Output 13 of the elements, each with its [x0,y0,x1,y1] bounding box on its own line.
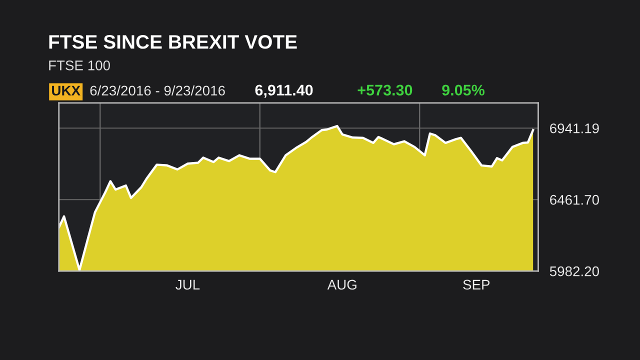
y-tick-label: 6461.70 [550,194,600,205]
x-tick-label: SEP [463,280,490,290]
text: 9.05% [442,84,485,96]
x-tick-label: JUL [176,280,200,290]
text: 6,911.40 [255,84,313,98]
text: +573.30 [358,84,412,96]
text: UKX [52,86,80,96]
chart-subtitle: FTSE 100 [49,60,110,70]
text: 6/23/2016 - 9/23/2016 [90,85,225,96]
y-tick-label: 5982.20 [550,266,600,276]
x-tick-label: AUG [327,280,356,290]
chart-title: FTSE SINCE BREXIT VOTE [49,35,297,49]
y-tick-label: 6941.19 [550,123,599,134]
